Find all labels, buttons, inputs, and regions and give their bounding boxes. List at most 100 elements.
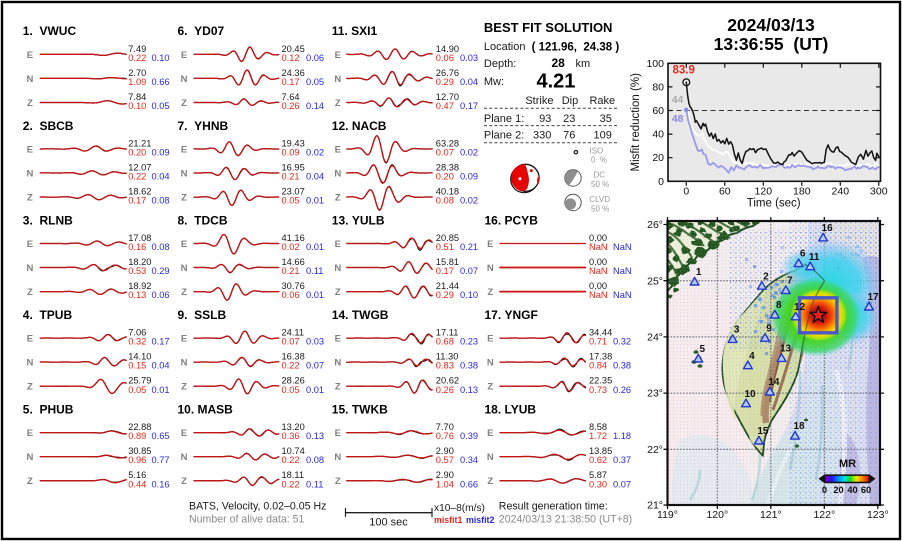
svg-text:E: E [335, 428, 341, 439]
svg-text:0.83: 0.83 [436, 361, 454, 371]
svg-text:Z: Z [181, 476, 187, 487]
svg-text:NaN: NaN [613, 242, 632, 252]
svg-text:2024/03/13: 2024/03/13 [727, 15, 815, 35]
svg-text:0.47: 0.47 [436, 101, 454, 111]
svg-text:120°: 120° [706, 509, 728, 521]
svg-text:11.30: 11.30 [436, 351, 459, 361]
svg-text:7. YHNB: 7. YHNB [178, 119, 229, 133]
svg-text:121°: 121° [760, 509, 782, 521]
svg-text:0.05: 0.05 [282, 385, 300, 395]
svg-text:NaN: NaN [589, 290, 608, 300]
svg-text:0.21: 0.21 [282, 172, 300, 182]
svg-text:25°: 25° [647, 275, 663, 287]
svg-text:Dip: Dip [562, 95, 579, 107]
svg-text:28: 28 [552, 56, 566, 70]
svg-text:Rake: Rake [589, 95, 615, 107]
svg-text:20.85: 20.85 [436, 233, 459, 243]
svg-text:0.00: 0.00 [589, 281, 607, 291]
svg-text:0.10: 0.10 [128, 101, 146, 111]
svg-text:0.26: 0.26 [436, 385, 454, 395]
svg-text:Z: Z [335, 193, 341, 204]
svg-text:35: 35 [600, 113, 612, 125]
svg-text:Result generation time:: Result generation time: [499, 501, 608, 513]
svg-text:E: E [27, 50, 33, 61]
svg-text:0.20: 0.20 [128, 148, 146, 158]
svg-text:41.16: 41.16 [282, 233, 305, 243]
svg-text:10.74: 10.74 [282, 446, 305, 456]
svg-text:N: N [487, 357, 494, 368]
svg-text:0.09: 0.09 [152, 148, 170, 158]
svg-text:7: 7 [787, 276, 793, 287]
svg-text:N: N [181, 357, 188, 368]
svg-text:0.17: 0.17 [152, 337, 170, 347]
svg-text:Depth:: Depth: [484, 58, 516, 70]
svg-text:11: 11 [809, 252, 820, 263]
svg-text:60: 60 [861, 485, 871, 495]
svg-text:76: 76 [563, 129, 575, 141]
svg-text:0.22: 0.22 [128, 172, 146, 182]
svg-text:0.34: 0.34 [460, 455, 478, 465]
svg-text:0.08: 0.08 [306, 455, 324, 465]
svg-text:0.03: 0.03 [460, 53, 478, 63]
svg-text:6: 6 [800, 249, 806, 260]
svg-text:0.06: 0.06 [152, 290, 170, 300]
svg-text:19.43: 19.43 [282, 138, 305, 148]
svg-text:6. YD07: 6. YD07 [178, 24, 225, 38]
svg-text:0.65: 0.65 [152, 431, 170, 441]
svg-text:0.39: 0.39 [460, 431, 478, 441]
svg-text:22°: 22° [647, 444, 663, 456]
svg-text:17: 17 [867, 292, 879, 303]
svg-text:0.51: 0.51 [436, 242, 454, 252]
svg-text:0.66: 0.66 [152, 77, 170, 87]
svg-text:23°: 23° [647, 388, 663, 400]
svg-text:1.09: 1.09 [128, 77, 146, 87]
svg-text:N: N [181, 452, 188, 463]
svg-text:28.38: 28.38 [436, 162, 459, 172]
svg-text:48: 48 [672, 113, 684, 125]
svg-text:2. SBCB: 2. SBCB [23, 119, 74, 133]
svg-text:8. TDCB: 8. TDCB [178, 213, 228, 227]
svg-text:0.07: 0.07 [282, 337, 300, 347]
svg-text:Z: Z [27, 287, 33, 298]
svg-text:0.76: 0.76 [436, 431, 454, 441]
svg-text:7.64: 7.64 [282, 92, 300, 102]
svg-text:E: E [335, 144, 341, 155]
svg-text:N: N [26, 168, 33, 179]
svg-text:Location: Location [484, 41, 526, 53]
svg-text:44: 44 [672, 94, 684, 106]
svg-text:0.22: 0.22 [282, 361, 300, 371]
svg-text:0.04: 0.04 [460, 77, 478, 87]
svg-text:0.29: 0.29 [436, 77, 454, 87]
svg-text:N: N [487, 263, 494, 274]
svg-text:12: 12 [794, 302, 806, 313]
svg-text:N: N [26, 74, 33, 85]
svg-text:180: 180 [793, 186, 811, 198]
svg-text:0.10: 0.10 [460, 290, 478, 300]
svg-text:17.08: 17.08 [128, 233, 151, 243]
svg-text:13. YULB: 13. YULB [332, 213, 385, 227]
svg-text:240: 240 [832, 186, 850, 198]
svg-text:26.76: 26.76 [436, 68, 459, 78]
svg-text:0.77: 0.77 [152, 455, 170, 465]
svg-text:0.10: 0.10 [152, 53, 170, 63]
svg-text:0.38: 0.38 [613, 361, 631, 371]
svg-text:0.00: 0.00 [589, 233, 607, 243]
svg-text:5.87: 5.87 [589, 470, 607, 480]
svg-text:22.35: 22.35 [589, 376, 612, 386]
svg-text:16. PCYB: 16. PCYB [485, 213, 539, 227]
svg-text:0.06: 0.06 [306, 53, 324, 63]
svg-text:BEST FIT SOLUTION: BEST FIT SOLUTION [484, 20, 613, 35]
svg-text:E: E [335, 239, 341, 250]
svg-text:N: N [334, 452, 341, 463]
svg-text:10: 10 [744, 389, 756, 400]
svg-text:0.13: 0.13 [128, 290, 146, 300]
svg-text:N: N [181, 263, 188, 274]
svg-text:0.26: 0.26 [613, 385, 631, 395]
svg-text:0.62: 0.62 [589, 455, 607, 465]
svg-text:21.44: 21.44 [436, 281, 459, 291]
svg-text:E: E [335, 50, 341, 61]
svg-text:N: N [181, 168, 188, 179]
svg-text:0.30: 0.30 [589, 479, 607, 489]
svg-text:16.95: 16.95 [282, 162, 305, 172]
svg-text:26°: 26° [647, 219, 663, 231]
